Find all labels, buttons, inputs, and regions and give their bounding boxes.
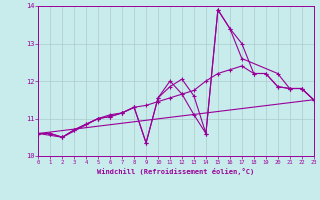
X-axis label: Windchill (Refroidissement éolien,°C): Windchill (Refroidissement éolien,°C) bbox=[97, 168, 255, 175]
